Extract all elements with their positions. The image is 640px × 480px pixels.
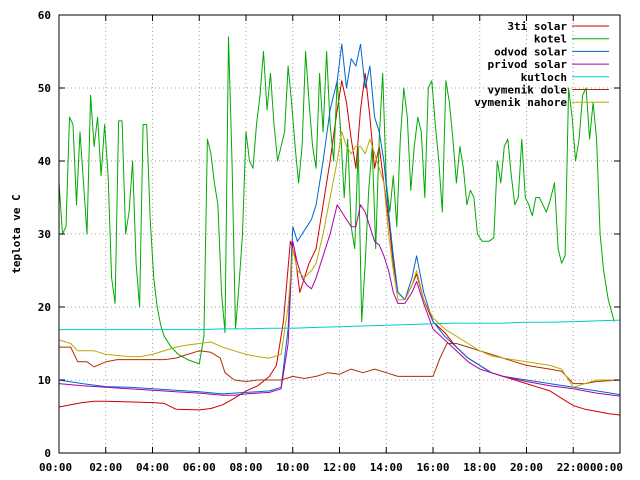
legend-label: odvod solar (494, 45, 567, 58)
legend-label: vymenik nahore (474, 96, 567, 109)
y-axis-title: teplota ve C (10, 194, 23, 273)
y-tick-label: 20 (38, 301, 51, 314)
y-tick-label: 10 (38, 374, 51, 387)
legend-label: privod solar (488, 58, 568, 71)
x-tick-label: 02:00 (89, 461, 122, 474)
series-layer (58, 36, 621, 416)
x-tick-label: 22:00 (557, 461, 590, 474)
grid (59, 15, 620, 453)
x-tick-label: 14:00 (370, 461, 403, 474)
x-tick-label: 16:00 (416, 461, 449, 474)
x-tick-label: 08:00 (229, 461, 262, 474)
series-line-vymenik-nahore (58, 131, 620, 388)
x-tick-label: 12:00 (323, 461, 356, 474)
y-tick-label: 30 (38, 228, 51, 241)
y-tick-label: 40 (38, 155, 51, 168)
axis-ticks: 0 10 20 30 40 50 60 00:00 02:00 04:00 06:00 08:00 10… (38, 9, 623, 474)
x-tick-label: 00:00 (590, 461, 623, 474)
x-tick-label: 06:00 (183, 461, 216, 474)
legend-label: 3ti solar (507, 20, 567, 33)
y-tick-label: 0 (44, 447, 51, 460)
x-tick-label: 18:00 (463, 461, 496, 474)
x-tick-label: 00:00 (39, 461, 72, 474)
series-line-kutloch (59, 319, 621, 331)
x-tick-label: 10:00 (276, 461, 309, 474)
legend-label: kutloch (521, 71, 567, 84)
x-tick-label: 20:00 (510, 461, 543, 474)
y-tick-label: 60 (38, 9, 51, 22)
series-line-privod-solar (58, 204, 621, 397)
y-tick-label: 50 (38, 82, 51, 95)
series-line-odvod-solar (58, 43, 621, 396)
legend-label: kotel (534, 33, 567, 46)
x-tick-label: 04:00 (136, 461, 169, 474)
series-line-kotel (58, 36, 615, 365)
legend-label: vymenik dole (488, 84, 568, 97)
